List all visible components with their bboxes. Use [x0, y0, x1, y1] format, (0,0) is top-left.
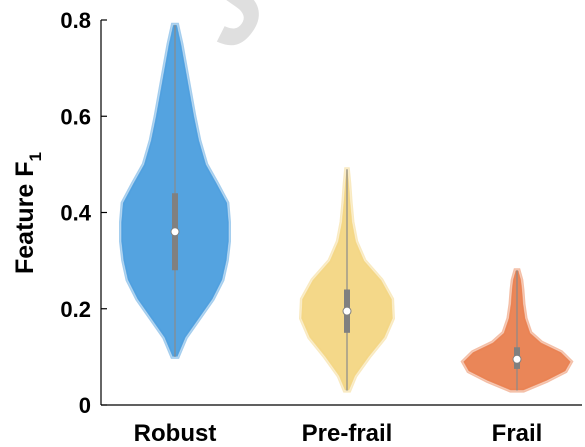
- y-tick-label: 0.6: [60, 104, 91, 129]
- violins-group: [119, 22, 574, 393]
- violin-frail: [460, 268, 574, 393]
- y-ticks: 0 0.2 0.4 0.6 0.8: [60, 8, 107, 418]
- violin-median-marker: [170, 227, 180, 237]
- violin-robust: [119, 22, 231, 359]
- x-category-label: Pre-frail: [302, 420, 393, 447]
- y-tick-label: 0: [79, 393, 91, 418]
- y-tick-label: 0.2: [60, 297, 91, 322]
- violin-pre-frail: [298, 167, 396, 393]
- x-category-labels: Robust Pre-frail Frail: [134, 420, 543, 447]
- x-category-label: Robust: [134, 420, 217, 447]
- y-axis-label: Feature F1: [11, 152, 45, 274]
- violin-median-marker: [342, 306, 352, 316]
- violin-outline: [462, 269, 572, 392]
- y-axis-label-main: Feature F: [11, 161, 39, 274]
- x-category-label: Frail: [492, 420, 543, 447]
- violin-median-marker: [512, 354, 522, 364]
- violin-outline: [120, 24, 230, 358]
- y-tick-label: 0.8: [60, 8, 91, 33]
- y-tick-label: 0.4: [60, 201, 91, 226]
- violin-outline: [300, 168, 394, 392]
- y-axis-label-subscript: 1: [26, 152, 45, 161]
